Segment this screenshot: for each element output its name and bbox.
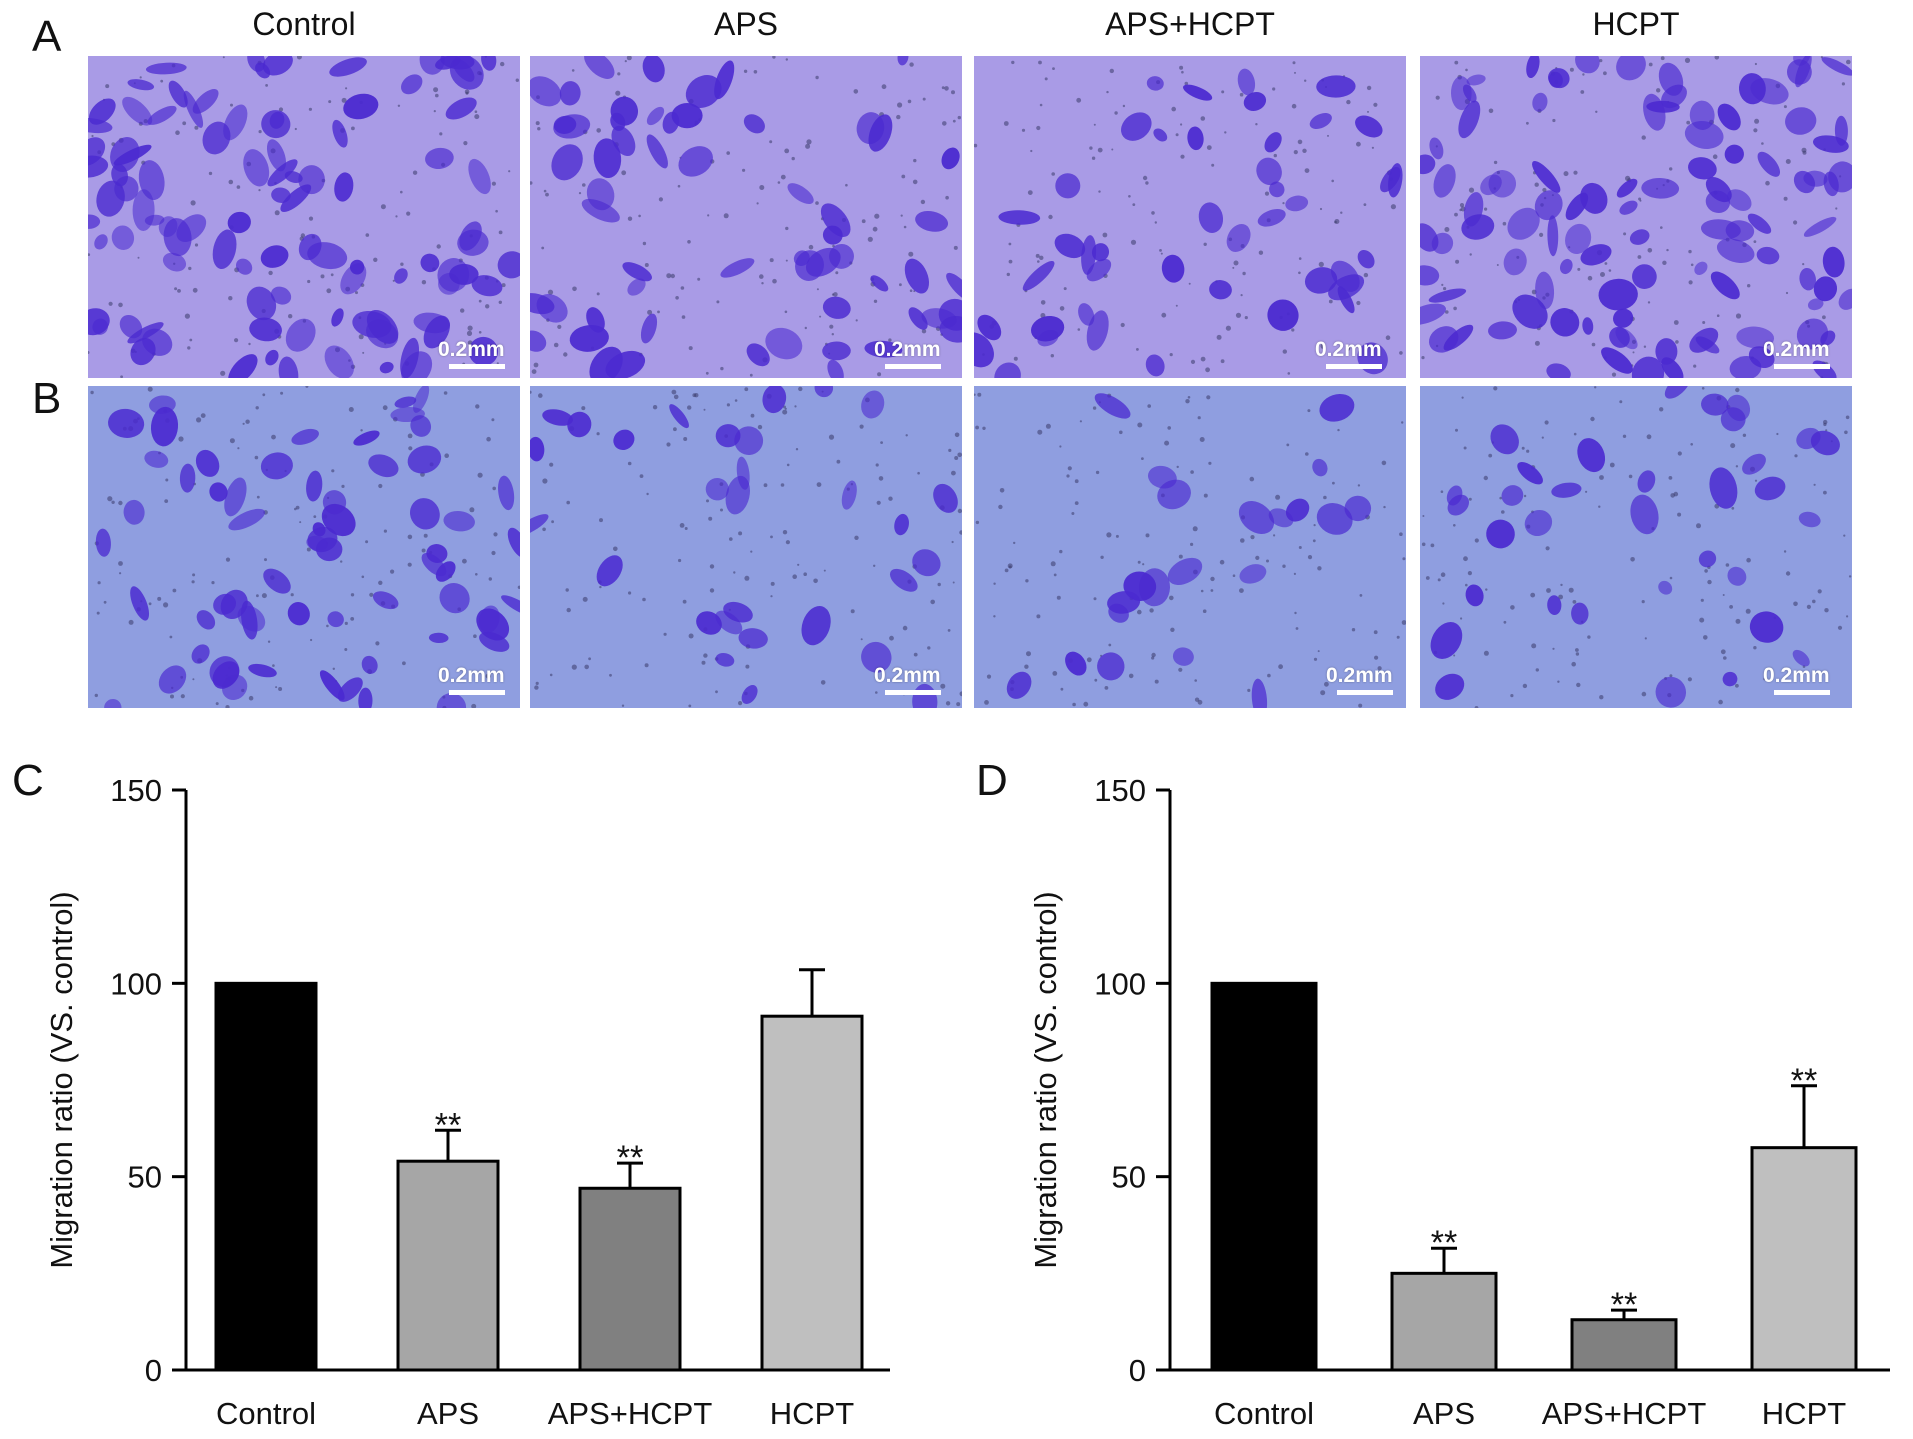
chart-d-bar-0: [1210, 981, 1318, 1372]
micrograph-a-hcpt: [1420, 56, 1852, 378]
column-label-hcpt: HCPT: [1592, 6, 1680, 42]
chart-c-significance-1: **: [435, 1106, 461, 1144]
chart-c-category-label-0: Control: [216, 1396, 316, 1431]
scale-bar-a-hcpt: 0.2mm: [1763, 338, 1830, 369]
micrograph-a-control: [88, 56, 520, 378]
chart-c-y-axis-title: Migration ratio (VS. control): [44, 891, 79, 1268]
chart-c-bar-0: [214, 981, 318, 1372]
chart-d-bar-3: [1750, 1146, 1858, 1372]
column-label-aps: APS: [713, 6, 779, 42]
chart-d-y-axis-title: Migration ratio (VS. control): [1028, 891, 1063, 1268]
chart-c-category-label-1: APS: [417, 1396, 479, 1431]
panel-label-c: C: [12, 756, 44, 805]
chart-c-bar-3: [760, 1014, 864, 1372]
scale-bar-a-aps-hcpt: 0.2mm: [1315, 338, 1382, 369]
chart-d-bar-2: [1570, 1318, 1678, 1372]
micrograph-a-aps-hcpt: [974, 56, 1406, 378]
chart-c-y-tick-label-0: 0: [145, 1353, 162, 1388]
chart-c-bar-1: [396, 1159, 500, 1372]
chart-d-category-label-3: HCPT: [1762, 1396, 1846, 1431]
chart-d-y-tick-label-0: 0: [1129, 1353, 1146, 1388]
column-label-aps-hcpt: APS+HCPT: [1105, 6, 1275, 42]
panel-label-b: B: [32, 374, 62, 423]
micrograph-b-control: [88, 386, 520, 708]
chart-d-y-tick-label-1: 50: [1112, 1160, 1146, 1195]
scale-bar-b-aps-hcpt: 0.2mm: [1326, 664, 1393, 695]
chart-d-significance-3: **: [1791, 1062, 1817, 1100]
chart-d-category-label-0: Control: [1214, 1396, 1314, 1431]
panel-label-a: A: [32, 12, 62, 61]
scale-bar-a-aps: 0.2mm: [874, 338, 941, 369]
chart-c-significance-2: **: [617, 1139, 643, 1177]
chart-d-y-tick-label-3: 150: [1094, 773, 1146, 808]
micrograph-b-aps-hcpt: [974, 386, 1406, 708]
micrograph-a-aps: [530, 56, 962, 378]
chart-d-y-tick-label-2: 100: [1094, 966, 1146, 1001]
scale-bar-b-hcpt: 0.2mm: [1763, 664, 1830, 695]
chart-c-y-tick-label-2: 100: [110, 966, 162, 1001]
chart-d-category-label-1: APS: [1413, 1396, 1475, 1431]
panel-label-d: D: [976, 756, 1008, 805]
chart-d-significance-1: **: [1431, 1224, 1457, 1262]
chart-c-y-tick-label-1: 50: [128, 1160, 162, 1195]
chart-d-bar-1: [1390, 1271, 1498, 1372]
chart-c-bar-2: [578, 1186, 682, 1372]
micrograph-b-aps: [530, 386, 962, 708]
scale-bar-b-aps: 0.2mm: [874, 664, 941, 695]
chart-d-significance-2: **: [1611, 1286, 1637, 1324]
chart-c-category-label-2: APS+HCPT: [548, 1396, 713, 1431]
scale-bar-b-control: 0.2mm: [438, 664, 505, 695]
micrograph-b-hcpt: [1420, 386, 1852, 708]
chart-c-y-tick-label-3: 150: [110, 773, 162, 808]
chart-d-category-label-2: APS+HCPT: [1542, 1396, 1707, 1431]
column-label-control: Control: [252, 6, 356, 42]
scale-bar-a-control: 0.2mm: [438, 338, 505, 369]
chart-c-category-label-3: HCPT: [770, 1396, 854, 1431]
